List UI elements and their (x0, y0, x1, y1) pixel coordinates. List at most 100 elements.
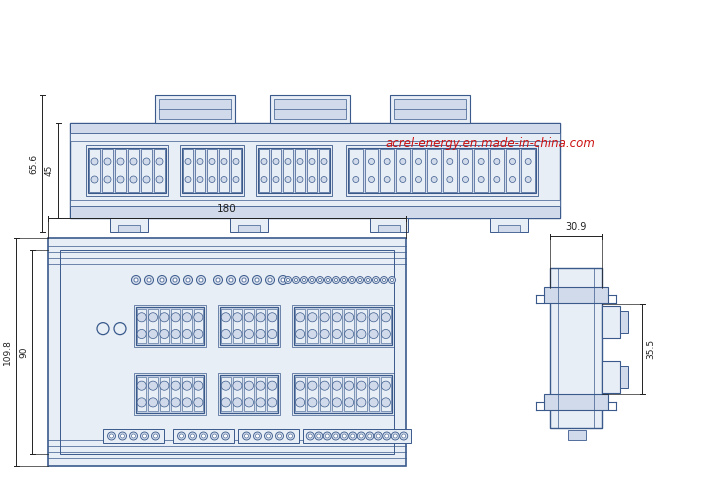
Bar (70, 123, 560, 133)
Bar (521, 149, 535, 192)
Bar (159, 99, 231, 119)
Bar (194, 377, 203, 411)
Circle shape (266, 275, 274, 284)
Text: 90: 90 (19, 346, 28, 358)
Bar (294, 375, 392, 413)
Circle shape (148, 330, 158, 339)
Circle shape (221, 313, 230, 322)
Circle shape (117, 158, 124, 165)
Circle shape (245, 434, 248, 438)
Circle shape (276, 432, 284, 440)
Circle shape (296, 313, 305, 322)
Bar (230, 218, 268, 232)
Bar (148, 309, 158, 343)
Circle shape (359, 434, 364, 438)
Text: 35.5: 35.5 (646, 339, 655, 359)
Circle shape (321, 158, 327, 164)
Circle shape (171, 313, 180, 322)
Circle shape (294, 278, 297, 281)
Circle shape (325, 276, 331, 283)
Text: 30.9: 30.9 (565, 222, 587, 232)
Circle shape (462, 158, 469, 164)
Circle shape (199, 278, 203, 282)
Circle shape (160, 313, 169, 322)
Bar (443, 149, 456, 192)
Circle shape (292, 276, 300, 283)
Circle shape (281, 278, 285, 282)
Circle shape (221, 330, 230, 339)
Text: 109.8: 109.8 (3, 339, 12, 365)
Bar (390, 95, 470, 123)
Circle shape (447, 158, 453, 164)
Circle shape (223, 434, 228, 438)
Circle shape (253, 432, 261, 440)
Bar (428, 149, 441, 192)
Bar (218, 305, 280, 347)
Bar (498, 225, 520, 232)
Circle shape (343, 278, 346, 281)
Circle shape (158, 275, 166, 284)
Circle shape (119, 432, 127, 440)
Circle shape (510, 158, 516, 164)
Circle shape (221, 158, 227, 164)
Circle shape (478, 176, 484, 182)
Text: acrel-energy.en.made-in-china.com: acrel-energy.en.made-in-china.com (385, 136, 595, 149)
Circle shape (296, 381, 305, 390)
Bar (256, 145, 332, 196)
Bar (364, 149, 378, 192)
Circle shape (384, 176, 390, 182)
Circle shape (380, 276, 387, 283)
Bar (295, 377, 305, 411)
Circle shape (178, 432, 186, 440)
Circle shape (148, 313, 158, 322)
Bar (70, 200, 560, 206)
Circle shape (160, 381, 169, 390)
Circle shape (185, 158, 191, 164)
Circle shape (268, 278, 272, 282)
Bar (70, 133, 560, 141)
Circle shape (318, 278, 322, 281)
Circle shape (369, 158, 374, 164)
Circle shape (377, 434, 380, 438)
Circle shape (333, 330, 341, 339)
Circle shape (345, 398, 354, 407)
Circle shape (137, 313, 146, 322)
Circle shape (256, 330, 265, 339)
Circle shape (132, 434, 135, 438)
Bar (332, 309, 342, 343)
Circle shape (415, 176, 421, 182)
Bar (381, 309, 391, 343)
Circle shape (431, 176, 437, 182)
Circle shape (384, 158, 390, 164)
Circle shape (393, 434, 397, 438)
Circle shape (333, 276, 340, 283)
Bar (349, 149, 363, 192)
Bar (137, 377, 146, 411)
Circle shape (182, 330, 192, 339)
Bar (137, 309, 146, 343)
Circle shape (510, 176, 516, 182)
Circle shape (320, 330, 329, 339)
Bar (319, 149, 329, 192)
Bar (155, 95, 235, 123)
Bar (171, 377, 180, 411)
Circle shape (317, 434, 320, 438)
Bar (267, 309, 277, 343)
Circle shape (179, 434, 184, 438)
Circle shape (194, 381, 203, 390)
Circle shape (366, 432, 374, 440)
Circle shape (415, 158, 421, 164)
Circle shape (308, 313, 317, 322)
Bar (238, 225, 260, 232)
Circle shape (273, 176, 279, 182)
Bar (380, 149, 394, 192)
Circle shape (216, 278, 220, 282)
Bar (490, 149, 504, 192)
Circle shape (391, 432, 400, 440)
Circle shape (494, 176, 500, 182)
Circle shape (160, 330, 169, 339)
Circle shape (194, 330, 203, 339)
Circle shape (210, 432, 218, 440)
Circle shape (374, 432, 382, 440)
Circle shape (357, 381, 366, 390)
